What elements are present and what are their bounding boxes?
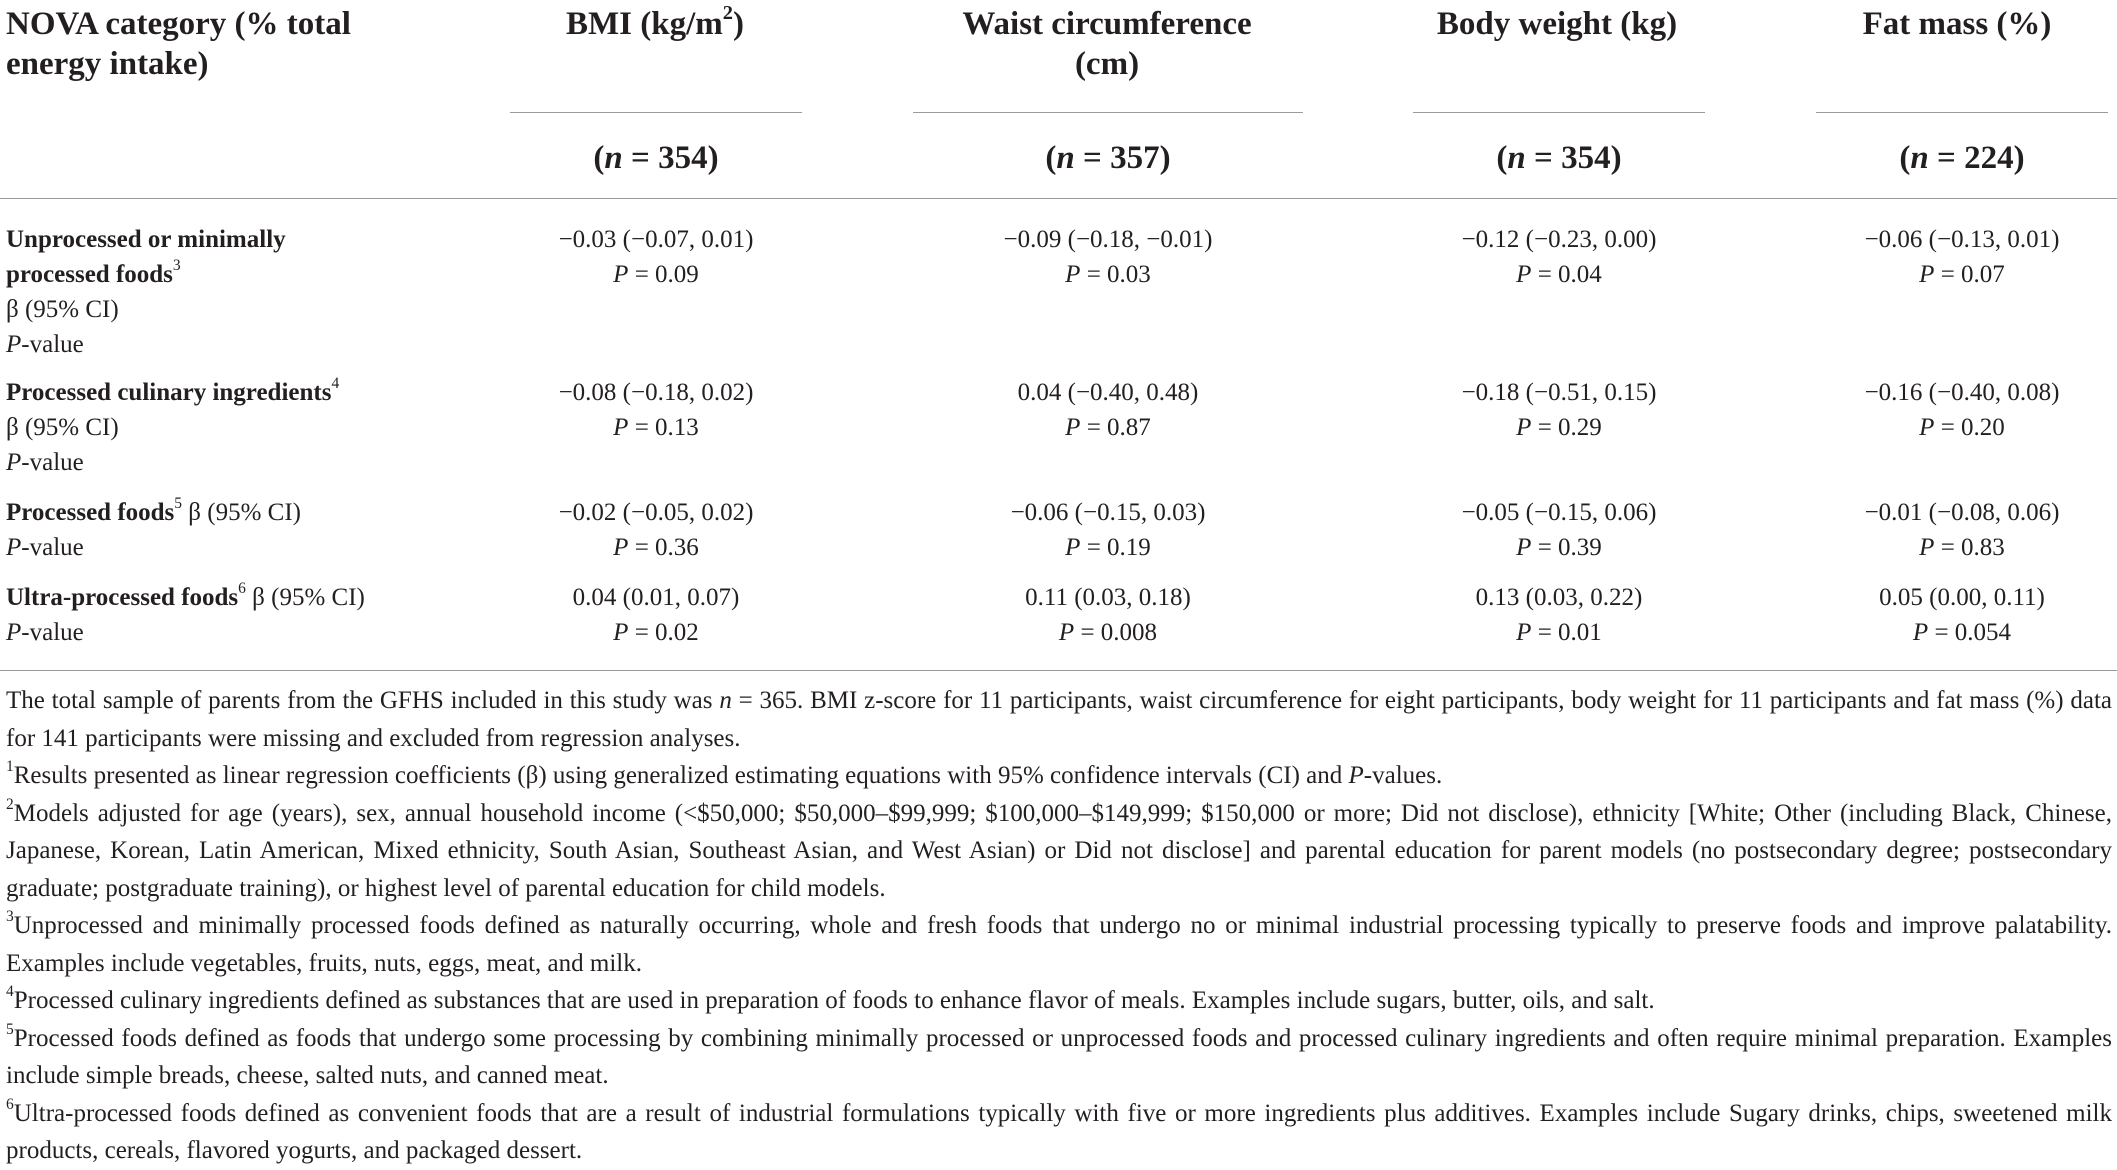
table-cell: 0.04 (−0.40, 0.48) P = 0.87: [1017, 379, 1199, 441]
footnote-1: 1Results presented as linear regression …: [6, 758, 1443, 789]
category-header: NOVA category (% total energy intake): [6, 4, 486, 84]
col-rule-fat-mass: [1816, 112, 2108, 113]
n-header-fat-mass: (n = 224): [1899, 140, 2025, 176]
table-cell: 0.04 (0.01, 0.07) P = 0.02: [572, 584, 740, 646]
row-label-processed: Processed foods5 β (95% CI) P-value: [6, 495, 301, 561]
table-cell: −0.06 (−0.15, 0.03) P = 0.19: [1010, 499, 1206, 561]
row-label-ultra-processed: Ultra-processed foods6 β (95% CI) P-valu…: [6, 580, 365, 646]
table-cell: −0.12 (−0.23, 0.00) P = 0.04: [1461, 226, 1657, 288]
category-header-line1: NOVA category (% total: [6, 6, 351, 42]
table-footnotes: The total sample of parents from the GFH…: [6, 682, 2112, 1170]
col-header-waist: Waist circumference (cm): [962, 6, 1252, 82]
table-cell: 0.05 (0.00, 0.11) P = 0.054: [1879, 584, 2045, 646]
footnote-5: 5Processed foods defined as foods that u…: [6, 1020, 2112, 1089]
footnote-intro: The total sample of parents from the GFH…: [6, 687, 2113, 752]
table-bottom-rule: [0, 670, 2117, 671]
header-bottom-rule: [0, 198, 2117, 199]
footnote-6: 6Ultra-processed foods defined as conven…: [6, 1095, 2112, 1164]
footnote-2: 2Models adjusted for age (years), sex, a…: [6, 795, 2112, 902]
table-cell: −0.18 (−0.51, 0.15) P = 0.29: [1461, 379, 1657, 441]
table-cell: −0.03 (−0.07, 0.01) P = 0.09: [558, 226, 754, 288]
n-header-body-weight: (n = 354): [1496, 140, 1622, 176]
col-header-body-weight: Body weight (kg): [1436, 6, 1678, 42]
col-header-bmi: BMI (kg/m2): [566, 1, 744, 42]
table-cell: −0.09 (−0.18, −0.01) P = 0.03: [1003, 226, 1213, 288]
n-header-waist: (n = 357): [1045, 140, 1171, 176]
table-cell: 0.11 (0.03, 0.18) P = 0.008: [1025, 584, 1191, 646]
col-rule-body-weight: [1413, 112, 1705, 113]
col-rule-waist: [913, 112, 1303, 113]
table-cell: −0.02 (−0.05, 0.02) P = 0.36: [558, 499, 754, 561]
row-label-culinary: Processed culinary ingredients4 β (95% C…: [6, 375, 340, 476]
category-header-line2: energy intake): [6, 46, 209, 82]
n-header-bmi: (n = 354): [593, 140, 719, 176]
row-label-unprocessed: Unprocessed or minimally processed foods…: [6, 226, 286, 358]
table-cell: −0.05 (−0.15, 0.06) P = 0.39: [1461, 499, 1657, 561]
table-cell: −0.08 (−0.18, 0.02) P = 0.13: [558, 379, 754, 441]
col-rule-bmi: [510, 112, 802, 113]
col-header-fat-mass: Fat mass (%): [1862, 6, 2052, 42]
footnote-4: 4Processed culinary ingredients defined …: [6, 983, 1655, 1014]
table-cell: −0.01 (−0.08, 0.06) P = 0.83: [1864, 499, 2060, 561]
footnote-3: 3Unprocessed and minimally processed foo…: [6, 908, 2112, 977]
table-cell: −0.06 (−0.13, 0.01) P = 0.07: [1864, 226, 2060, 288]
table-cell: −0.16 (−0.40, 0.08) P = 0.20: [1864, 379, 2060, 441]
table-cell: 0.13 (0.03, 0.22) P = 0.01: [1475, 584, 1643, 646]
